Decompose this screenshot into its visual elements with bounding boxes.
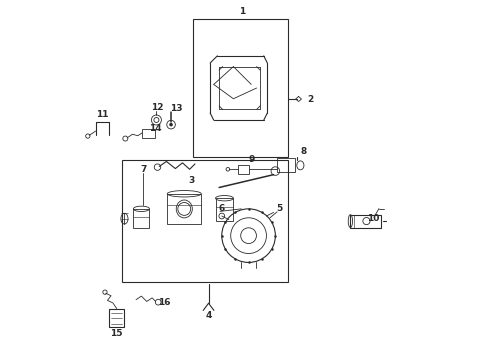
Bar <box>109 309 124 327</box>
Bar <box>350 215 381 228</box>
Bar <box>238 165 248 174</box>
Text: 8: 8 <box>300 147 306 156</box>
Text: 2: 2 <box>307 95 314 104</box>
Bar <box>122 160 288 282</box>
Text: 5: 5 <box>276 204 282 213</box>
Bar <box>167 194 201 224</box>
Bar <box>142 129 155 138</box>
Text: 16: 16 <box>158 298 171 307</box>
Text: 6: 6 <box>219 204 225 213</box>
Text: 14: 14 <box>148 125 161 134</box>
Text: 3: 3 <box>188 176 195 185</box>
Text: 1: 1 <box>239 7 245 16</box>
Text: 12: 12 <box>151 103 164 112</box>
Text: 15: 15 <box>111 329 123 338</box>
Text: 13: 13 <box>170 104 182 113</box>
Circle shape <box>169 123 173 126</box>
Text: 10: 10 <box>368 214 380 223</box>
Text: 11: 11 <box>96 111 108 120</box>
Text: 9: 9 <box>249 155 255 164</box>
Bar <box>133 209 149 229</box>
Bar <box>193 19 288 157</box>
Text: 4: 4 <box>205 311 212 320</box>
Bar <box>216 198 233 221</box>
Bar <box>277 158 295 172</box>
Text: 7: 7 <box>140 165 147 174</box>
